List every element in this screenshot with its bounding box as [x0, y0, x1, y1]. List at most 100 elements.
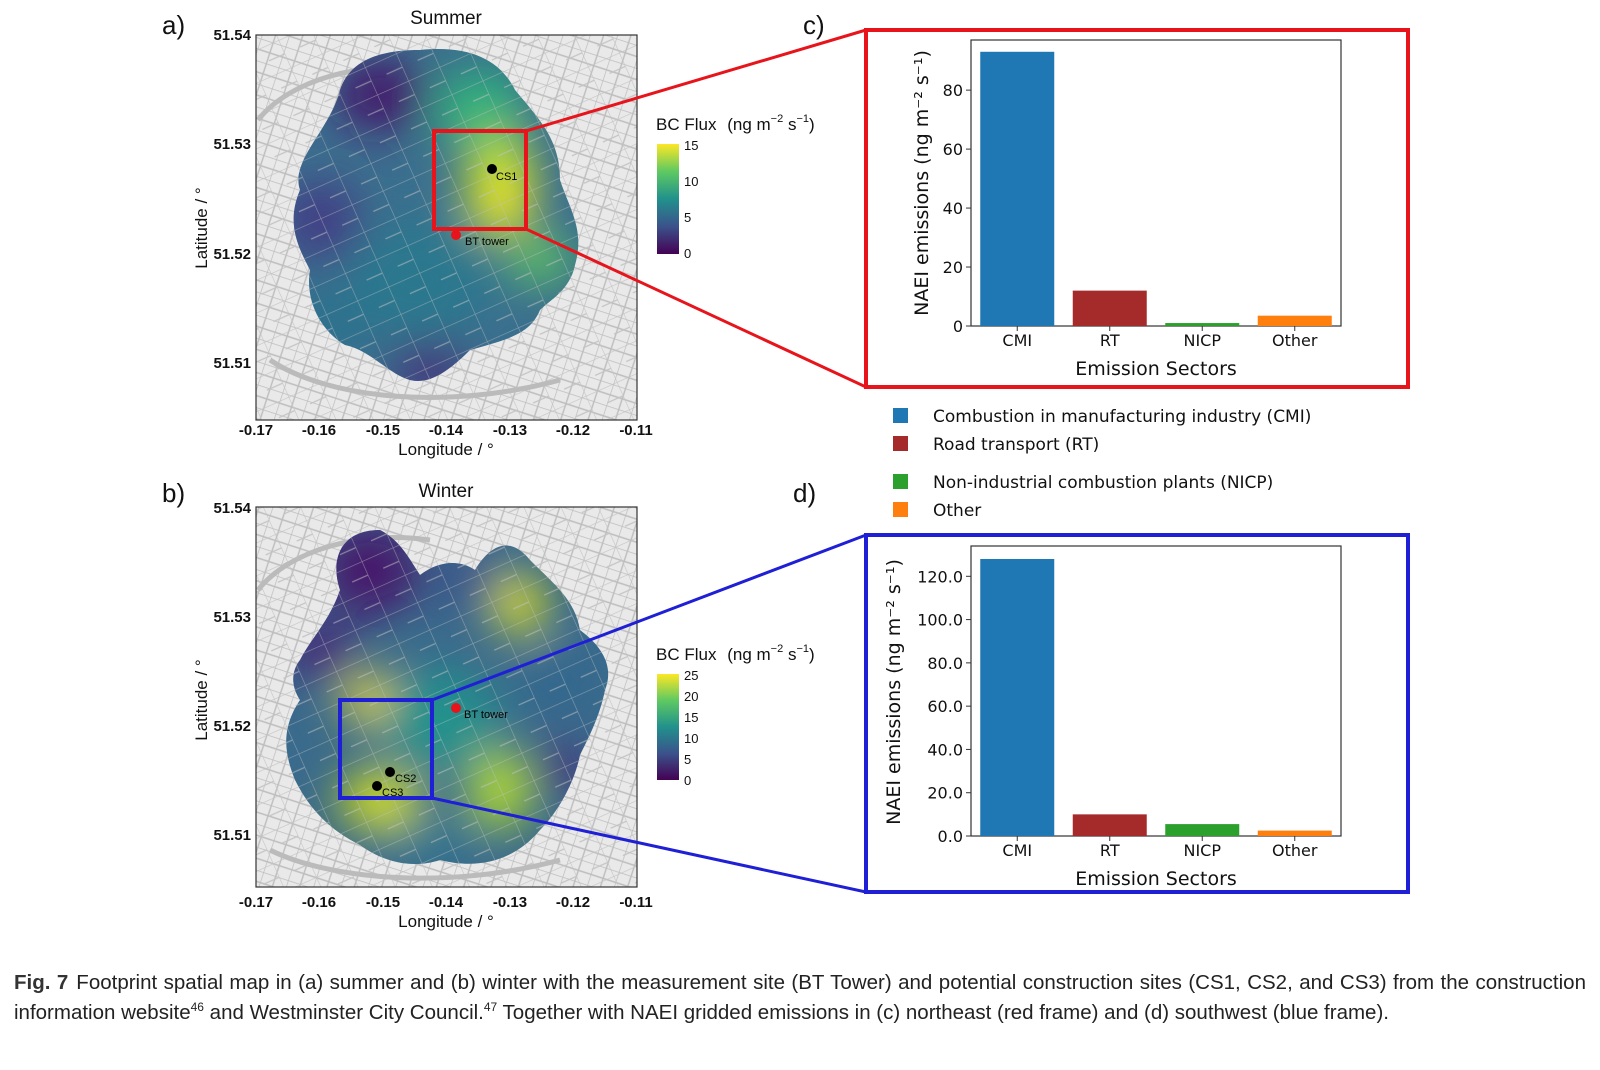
winter-cbar-tick: 25	[684, 668, 698, 683]
figure-canvas: a) Summer 51.54 51.53 51.52	[162, 8, 1410, 931]
cs2-marker	[385, 767, 395, 777]
x-tick-label: RT	[1100, 331, 1120, 350]
bar-other	[1257, 830, 1332, 836]
panel-b-title: Winter	[419, 481, 475, 502]
x-tick-label: Other	[1272, 841, 1318, 860]
chart-c-ylabel: NAEI emissions (ng m⁻² s⁻¹)	[911, 50, 933, 316]
winter-ytick: 51.53	[213, 609, 251, 626]
summer-ytick: 51.52	[213, 246, 251, 263]
summer-colorbar: BC Flux (ng m−2 s−1) 15 10 5 0	[656, 113, 815, 261]
panel-d-frame	[864, 533, 1410, 894]
winter-xtick: -0.15	[366, 894, 400, 911]
bar-nicp	[1165, 824, 1240, 836]
summer-ytick: 51.54	[213, 27, 251, 44]
summer-ytick: 51.53	[213, 136, 251, 153]
cs2-label: CS2	[395, 773, 416, 785]
y-tick-label: 20.0	[927, 784, 963, 803]
panel-b-letter: b)	[162, 478, 185, 508]
panel-c-frame	[864, 28, 1410, 389]
x-tick-label: RT	[1100, 841, 1120, 860]
winter-cbar-tick: 20	[684, 689, 698, 704]
summer-xtick: -0.17	[239, 422, 273, 439]
panel-a-letter: a)	[162, 10, 185, 40]
winter-xlabel: Longitude / °	[398, 912, 494, 931]
y-tick-label: 20	[943, 258, 963, 277]
summer-xlabel: Longitude / °	[398, 440, 494, 459]
figure-caption: Fig. 7 Footprint spatial map in (a) summe…	[14, 968, 1586, 1028]
caption-text-3: Together with NAEI gridded emissions in …	[497, 1001, 1389, 1024]
y-tick-label: 100.0	[917, 611, 963, 630]
summer-ylabel: Latitude / °	[192, 187, 211, 268]
x-tick-label: CMI	[1002, 841, 1032, 860]
caption-fig-number: Fig. 7	[14, 971, 69, 994]
summer-cbar-tick: 15	[684, 138, 698, 153]
summer-zoom-connectors	[525, 28, 1410, 389]
cs1-marker	[487, 164, 497, 174]
summer-northeast-frame	[432, 129, 528, 231]
summer-colorbar-label: BC Flux (ng m−2 s−1)	[656, 113, 815, 134]
caption-text-2: and Westminster City Council.	[203, 1001, 484, 1024]
summer-xtick: -0.12	[556, 422, 590, 439]
bt-tower-label-winter: BT tower	[464, 709, 508, 721]
x-tick-label: NICP	[1183, 331, 1221, 350]
legend-label-nicp: Non-industrial combustion plants (NICP)	[933, 473, 1273, 493]
y-tick-label: 40	[943, 199, 963, 218]
summer-xtick: -0.15	[366, 422, 400, 439]
y-tick-label: 60	[943, 140, 963, 159]
chart-d-xlabel: Emission Sectors	[1075, 868, 1237, 890]
summer-xtick: -0.11	[619, 422, 652, 439]
x-tick-label: CMI	[1002, 331, 1032, 350]
y-tick-label: 60.0	[927, 697, 963, 716]
winter-xtick: -0.13	[493, 894, 527, 911]
winter-colorbar: BC Flux (ng m−2 s−1) 25 20 15 10 5 0	[656, 643, 815, 788]
y-tick-label: 80.0	[927, 654, 963, 673]
x-tick-label: NICP	[1183, 841, 1221, 860]
bar-rt	[1072, 814, 1147, 836]
y-tick-label: 0.0	[938, 827, 963, 846]
winter-colorbar-label: BC Flux (ng m−2 s−1)	[656, 643, 815, 664]
winter-cbar-tick: 10	[684, 731, 698, 746]
bt-tower-label: BT tower	[465, 236, 509, 248]
winter-xtick: -0.11	[619, 894, 652, 911]
chart-d-ylabel: NAEI emissions (ng m⁻² s⁻¹)	[883, 559, 905, 825]
cs3-label: CS3	[382, 787, 403, 799]
summer-xticks: -0.17 -0.16 -0.15 -0.14 -0.13 -0.12 -0.1…	[239, 422, 653, 439]
winter-xtick: -0.17	[239, 894, 273, 911]
bar-nicp	[1165, 323, 1240, 326]
summer-ytick: 51.51	[213, 355, 251, 372]
winter-yticks: 51.54 51.53 51.52 51.51	[213, 500, 251, 844]
bar-chart-c: 0 20 40 60 80 CMI RT NICP Other Emission Sector…	[911, 39, 1342, 380]
winter-xtick: -0.14	[429, 894, 464, 911]
winter-xticks: -0.17 -0.16 -0.15 -0.14 -0.13 -0.12 -0.1…	[239, 894, 653, 911]
y-tick-label: 40.0	[927, 740, 963, 759]
legend-swatch-nicp	[893, 474, 908, 489]
winter-map	[255, 506, 638, 888]
legend-swatch-other	[893, 502, 908, 517]
winter-cbar-tick: 15	[684, 710, 698, 725]
sector-legend: Combustion in manufacturing industry (CM…	[893, 407, 1311, 521]
summer-yticks: 51.54 51.53 51.52 51.51	[213, 27, 251, 372]
winter-xtick: -0.16	[302, 894, 336, 911]
caption-ref-47: 47	[483, 1000, 498, 1015]
cs1-label: CS1	[496, 171, 517, 183]
legend-swatch-rt	[893, 436, 908, 451]
y-tick-label: 0	[953, 317, 963, 336]
cs3-marker	[372, 781, 382, 791]
bt-tower-marker-winter	[451, 703, 461, 713]
chart-c-xlabel: Emission Sectors	[1075, 358, 1237, 380]
winter-zoom-connectors	[431, 533, 1410, 894]
winter-southwest-frame	[338, 698, 434, 800]
winter-ytick: 51.51	[213, 827, 251, 844]
legend-label-cmi: Combustion in manufacturing industry (CM…	[933, 407, 1311, 427]
x-tick-label: Other	[1272, 331, 1318, 350]
winter-flux-field	[286, 530, 609, 865]
winter-ytick: 51.52	[213, 718, 251, 735]
summer-xtick: -0.13	[493, 422, 527, 439]
legend-label-rt: Road transport (RT)	[933, 435, 1099, 455]
y-tick-label: 80	[943, 81, 963, 100]
bar-rt	[1072, 290, 1147, 326]
bt-tower-marker	[451, 230, 461, 240]
caption-text-1: Footprint spatial map in (a) summer and …	[14, 971, 1586, 1024]
bar-cmi	[980, 558, 1055, 836]
winter-cbar-tick: 0	[684, 773, 691, 788]
